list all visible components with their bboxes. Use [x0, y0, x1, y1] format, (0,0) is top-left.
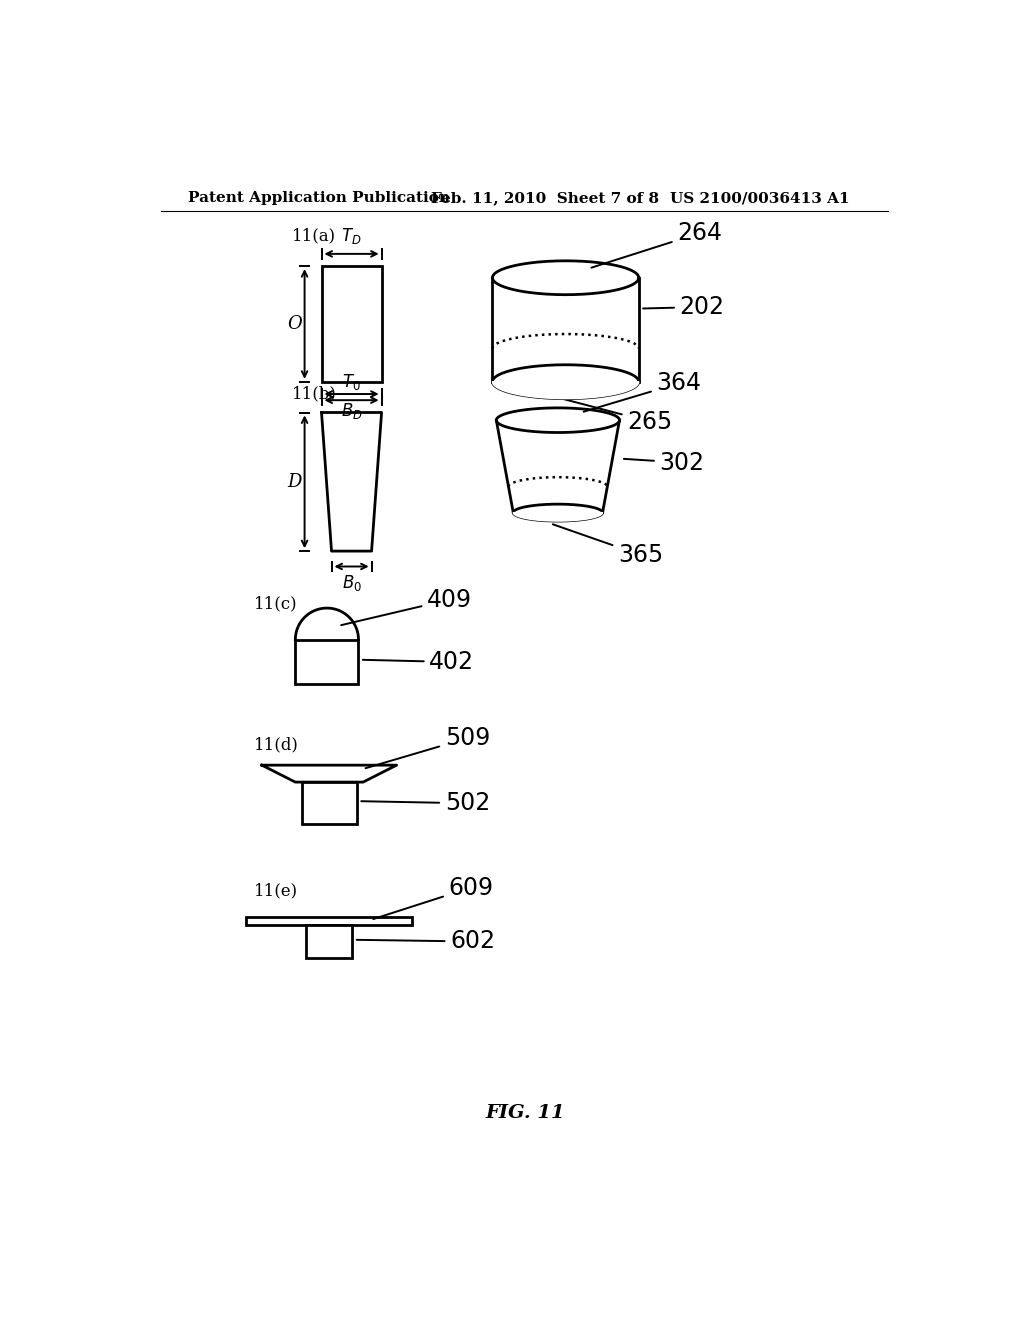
- Text: 509: 509: [366, 726, 489, 768]
- Text: Feb. 11, 2010  Sheet 7 of 8: Feb. 11, 2010 Sheet 7 of 8: [431, 191, 659, 206]
- Text: $B_D$: $B_D$: [341, 401, 362, 421]
- Polygon shape: [295, 609, 358, 640]
- Text: 265: 265: [553, 396, 673, 434]
- Text: 11(b): 11(b): [292, 385, 337, 403]
- Bar: [306, 924, 352, 958]
- Text: 365: 365: [553, 524, 664, 568]
- Polygon shape: [493, 381, 639, 399]
- Bar: [322, 267, 382, 381]
- Text: $T_0$: $T_0$: [342, 372, 360, 392]
- Text: FIG. 11: FIG. 11: [485, 1105, 564, 1122]
- Text: Patent Application Publication: Patent Application Publication: [188, 191, 451, 206]
- Text: 502: 502: [361, 791, 489, 816]
- Polygon shape: [493, 364, 639, 399]
- Polygon shape: [497, 408, 620, 433]
- Bar: [301, 781, 357, 825]
- Text: 409: 409: [341, 587, 472, 626]
- Text: 364: 364: [584, 371, 701, 412]
- Text: 302: 302: [624, 450, 705, 475]
- Text: 202: 202: [643, 294, 725, 319]
- Bar: [247, 917, 412, 924]
- Text: US 2100/0036413 A1: US 2100/0036413 A1: [670, 191, 849, 206]
- Polygon shape: [493, 261, 639, 294]
- Text: $B_0$: $B_0$: [342, 573, 361, 594]
- Text: 602: 602: [356, 929, 496, 953]
- Text: 11(c): 11(c): [254, 595, 297, 612]
- Text: 264: 264: [591, 220, 722, 268]
- Text: 402: 402: [362, 649, 474, 675]
- Text: $T_D$: $T_D$: [341, 226, 361, 246]
- Text: 11(a): 11(a): [292, 227, 337, 244]
- Polygon shape: [262, 766, 396, 781]
- Text: 11(e): 11(e): [254, 882, 298, 899]
- Text: O: O: [287, 315, 302, 333]
- Polygon shape: [322, 412, 382, 552]
- Polygon shape: [513, 504, 602, 521]
- Polygon shape: [513, 512, 602, 521]
- Bar: [295, 640, 358, 684]
- Text: 609: 609: [374, 875, 494, 919]
- Text: 11(d): 11(d): [254, 737, 299, 752]
- Text: D: D: [288, 473, 302, 491]
